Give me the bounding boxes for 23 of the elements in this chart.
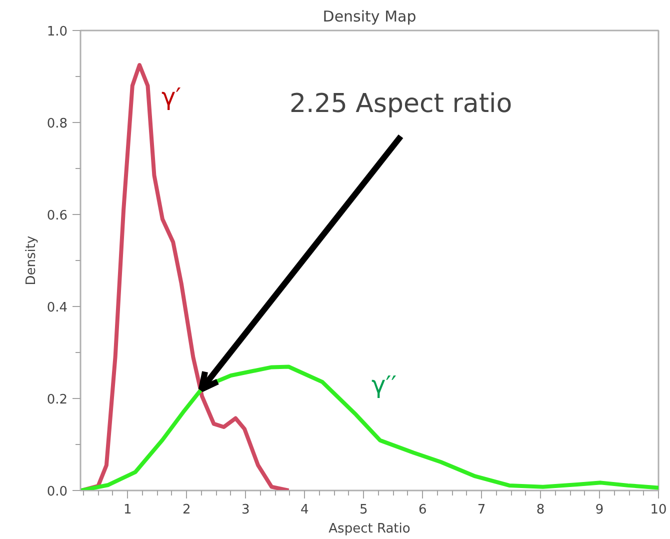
x-tick-label: 10 xyxy=(650,502,667,518)
chart-title: Density Map xyxy=(322,8,416,26)
line-series xyxy=(80,63,291,490)
x-tick-label: 8 xyxy=(536,502,545,518)
x-tick-label: 2 xyxy=(182,502,191,518)
y-tick-label: 0.4 xyxy=(46,300,68,316)
series-label: γ′′ xyxy=(372,371,397,400)
x-tick-label: 3 xyxy=(242,502,250,518)
y-tick-label: 0.8 xyxy=(46,116,68,132)
x-tick-label: 7 xyxy=(477,502,486,518)
x-tick-label: 9 xyxy=(595,502,604,518)
y-tick-label: 0.0 xyxy=(46,484,68,500)
x-tick-label: 5 xyxy=(359,502,368,518)
y-axis-title: Density xyxy=(24,235,39,286)
y-tick-label: 0.6 xyxy=(46,208,68,224)
x-tick-label: 6 xyxy=(418,502,427,518)
y-tick-label: 1.0 xyxy=(46,24,68,40)
x-tick-label: 4 xyxy=(300,502,309,518)
x-tick-label: 1 xyxy=(124,502,132,518)
x-axis-title: Aspect Ratio xyxy=(328,522,410,536)
annotation: 2.25 Aspect ratio xyxy=(289,89,512,120)
y-tick-label: 0.2 xyxy=(46,392,68,408)
series-label: γ′ xyxy=(161,83,182,112)
